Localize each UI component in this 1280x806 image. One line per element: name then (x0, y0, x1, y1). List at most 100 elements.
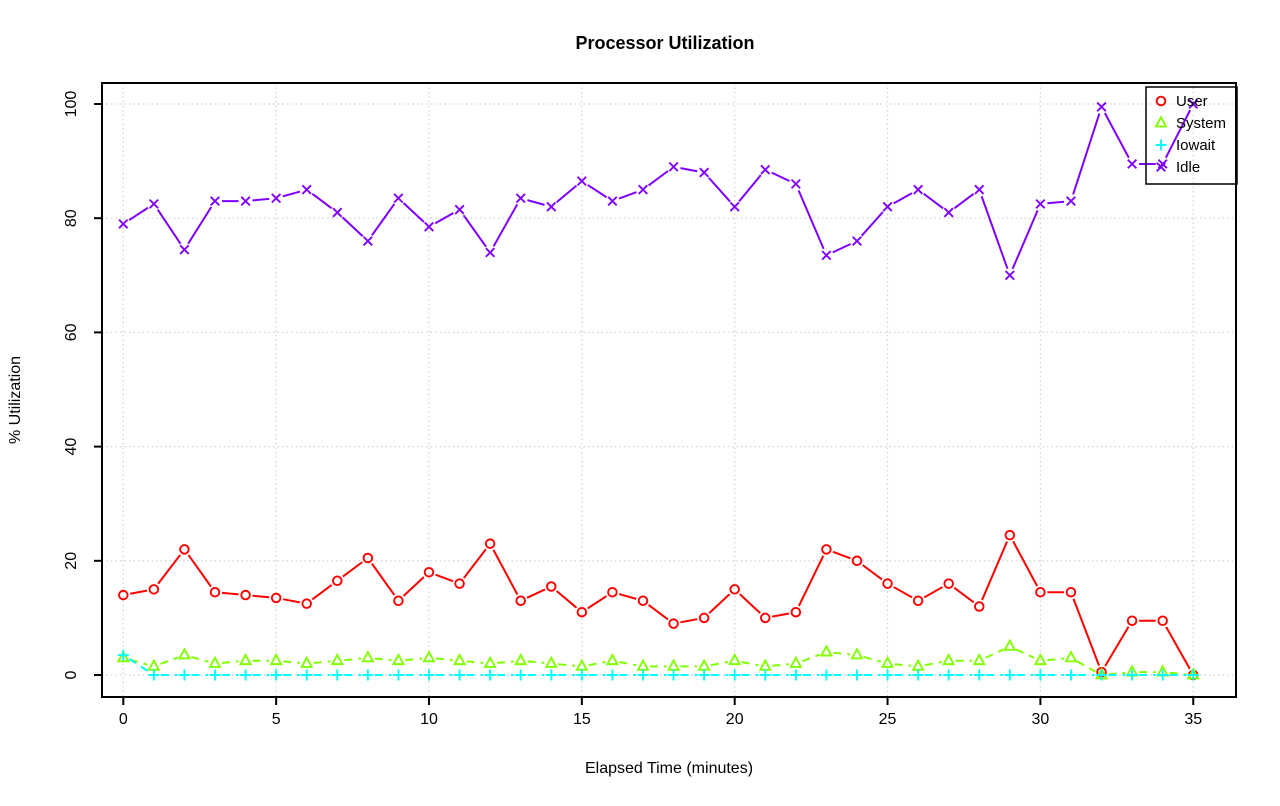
series-segment (1072, 113, 1101, 195)
series-segment (555, 590, 578, 609)
series-segment (1169, 671, 1187, 676)
series-segment (738, 174, 762, 203)
plus-marker-icon (882, 669, 894, 681)
series-segment (311, 584, 333, 601)
x-marker-icon (729, 201, 740, 212)
plot-frame (101, 82, 1237, 698)
series-segment (282, 598, 301, 604)
series-segment (1103, 112, 1130, 159)
x-marker-icon (210, 196, 220, 207)
x-marker-icon (974, 184, 985, 195)
x-marker-icon (943, 207, 954, 218)
triangle-marker-icon (116, 650, 130, 663)
x-tick-label: 0 (119, 711, 128, 728)
series-segment (311, 193, 333, 210)
series-user (118, 529, 1199, 681)
circle-marker-icon (1065, 586, 1077, 598)
series-segment (953, 193, 975, 210)
plus-marker-icon (362, 669, 374, 681)
x-marker-icon (882, 201, 893, 212)
gridlines (102, 83, 1236, 697)
series-segment (619, 661, 637, 667)
series-segment (923, 586, 944, 599)
triangle-marker-icon (1033, 652, 1047, 666)
series-segment (861, 564, 883, 581)
triangle-marker-icon (269, 652, 283, 666)
circle-marker-icon (729, 584, 740, 595)
plus-marker-icon (270, 669, 282, 681)
x-marker-icon (454, 204, 465, 215)
plus-marker-icon (148, 669, 160, 681)
triangle-marker-icon (819, 644, 834, 657)
circle-marker-icon (637, 595, 649, 607)
series-segment (434, 212, 454, 225)
x-marker-icon (790, 178, 801, 189)
series-segment (128, 658, 149, 673)
plus-marker-icon (545, 669, 557, 681)
series-segment (1076, 660, 1096, 673)
series-segment (1015, 648, 1035, 659)
series-segment (221, 591, 239, 596)
series-segment (466, 660, 484, 664)
series-segment (618, 593, 637, 600)
plus-marker-icon (576, 669, 588, 681)
triangle-marker-icon (483, 655, 497, 668)
x-marker-icon (546, 201, 557, 212)
circle-marker-icon (851, 555, 863, 567)
series-segment (647, 604, 669, 621)
y-tick-label: 20 (63, 552, 80, 570)
series-segment (710, 661, 729, 667)
plus-marker-icon (240, 669, 252, 681)
triangle-marker-icon (300, 655, 314, 668)
plus-marker-icon (454, 669, 466, 681)
series-segment (587, 595, 608, 610)
triangle-marker-icon (177, 647, 192, 660)
series-segment (555, 184, 578, 204)
circle-marker-icon (668, 618, 679, 629)
series-segment (128, 206, 149, 221)
chart-title: Processor Utilization (575, 33, 754, 53)
series-segment (463, 548, 487, 579)
circle-marker-icon (515, 595, 526, 607)
circle-marker-icon (943, 578, 954, 589)
triangle-marker-icon (208, 655, 222, 668)
series-segment (741, 661, 759, 667)
y-tick-label: 80 (63, 209, 80, 227)
triangle-marker-icon (1154, 115, 1168, 128)
series-segment (527, 199, 545, 206)
series-segment (1011, 209, 1039, 270)
x-marker-icon (638, 184, 648, 195)
series-segment (798, 555, 825, 607)
series-segment (341, 216, 364, 237)
circle-marker-icon (1126, 615, 1138, 627)
x-marker-icon (485, 247, 496, 258)
circle-marker-icon (148, 584, 160, 595)
plus-marker-icon (637, 669, 649, 681)
x-marker-icon (118, 218, 129, 229)
axis-ticks: 0 5 10 15 20 25 30 35 0 20 40 60 80 100 (63, 91, 1202, 728)
data-series (116, 99, 1200, 681)
x-marker-icon (821, 250, 832, 261)
y-tick-label: 0 (63, 670, 80, 679)
y-tick-label: 60 (63, 323, 80, 341)
x-marker-icon (576, 176, 587, 187)
y-tick-label: 40 (63, 438, 80, 456)
triangle-marker-icon (514, 652, 528, 666)
series-segment (187, 554, 212, 588)
x-marker-icon (668, 161, 679, 172)
legend-label-system: System (1176, 115, 1226, 132)
series-segment (283, 660, 300, 664)
series-segment (527, 660, 545, 664)
triangle-marker-icon (880, 655, 895, 668)
y-tick-label: 100 (63, 91, 80, 118)
plus-marker-icon (484, 669, 496, 681)
x-tick-label: 5 (272, 711, 281, 728)
series-segment (832, 550, 851, 560)
legend-marker-icons (1154, 95, 1168, 172)
series-segment (832, 243, 852, 254)
series-segment (371, 563, 396, 596)
plus-marker-icon (1126, 669, 1138, 681)
series-segment (772, 663, 789, 667)
series-segment (1047, 200, 1065, 205)
plus-marker-icon (1157, 669, 1169, 681)
